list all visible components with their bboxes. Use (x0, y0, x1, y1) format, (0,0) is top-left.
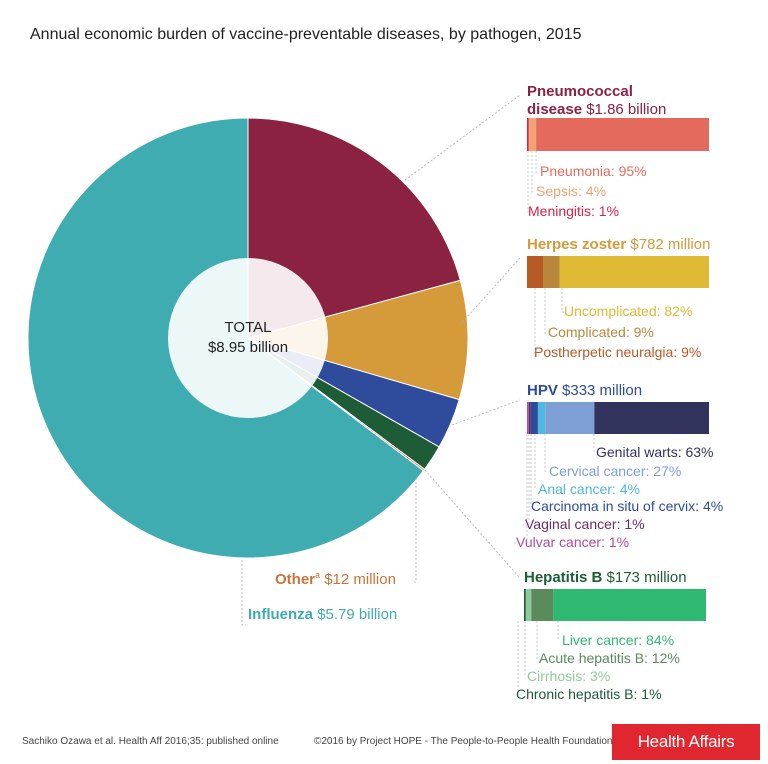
leader-other (412, 478, 417, 583)
block-title-herpes: Herpes zoster $782 million (527, 236, 710, 254)
connector-lines (241, 94, 595, 695)
seg-label-meningitis: Meningitis: 1% (528, 203, 620, 219)
bar-segment-hepb-0 (524, 589, 526, 621)
block-amount-herpes: $782 million (630, 236, 711, 253)
drop-sepsis (531, 151, 534, 193)
bar-segment-hepb-3 (553, 589, 706, 621)
drop-vulvar (514, 434, 528, 544)
block-amount-pneumococcal: $1.86 billion (586, 101, 667, 118)
block-title-pneumococcal: Pneumococcal disease $1.86 billion (527, 83, 666, 119)
bar-segment-hepb-2 (531, 589, 554, 621)
bar-segment-hpv-5 (594, 402, 709, 434)
seg-label-pneumonia: Pneumonia: 95% (540, 163, 647, 179)
block-title-hpv: HPV $333 million (527, 382, 642, 400)
pie-label-influenza: Influenza $5.79 billion (248, 606, 397, 623)
bar-segment-herpes-1 (543, 256, 560, 288)
center-total-line1: TOTAL (224, 319, 272, 336)
bar-segment-hpv-1 (528, 402, 531, 434)
leader-pneumococcal (404, 94, 521, 181)
bar-segment-herpes-2 (559, 256, 709, 288)
seg-label-liver-cancer: Liver cancer: 84% (562, 632, 675, 648)
seg-label-vulvar-cancer: Vulvar cancer: 1% (516, 534, 630, 550)
drop-vaginal (523, 434, 530, 526)
bar-segment-herpes-0 (527, 256, 544, 288)
drop-pneumonia (535, 151, 538, 173)
pie-label-other-footnote: a (315, 570, 321, 580)
block-name-pneumococcal-line2: disease (527, 101, 583, 118)
drop-complicated (544, 288, 547, 334)
leader-influenza (241, 560, 246, 626)
seg-label-chronic-hepb: Chronic hepatitis B: 1% (516, 686, 662, 702)
breakdown-bars (524, 118, 709, 621)
block-name-hpv: HPV (527, 382, 558, 399)
seg-label-genital-warts: Genital warts: 63% (596, 444, 714, 460)
pie-label-other-amount: $12 million (324, 571, 396, 588)
health-affairs-logo: Health Affairs (612, 724, 760, 760)
block-title-hepb: Hepatitis B $173 million (524, 569, 687, 587)
center-total-label: TOTAL $8.95 billion (168, 318, 328, 358)
seg-label-acute-hepb: Acute hepatitis B: 12% (539, 650, 680, 666)
block-name-hepb: Hepatitis B (524, 569, 603, 586)
leader-hpv (451, 399, 521, 426)
block-amount-hepb: $173 million (606, 569, 687, 586)
seg-label-cervical-cancer: Cervical cancer: 27% (549, 463, 682, 479)
drop-postherpetic (532, 288, 536, 354)
chart-title: Annual economic burden of vaccine-preven… (30, 26, 582, 43)
pie-label-other-name: Other (275, 571, 316, 588)
bar-segment-pneumococcal-2 (536, 118, 709, 151)
leader-hepb (424, 469, 521, 579)
bar-segment-hpv-4 (545, 402, 595, 434)
leader-herpes (459, 257, 521, 326)
pie-chart (27, 117, 469, 559)
seg-label-anal-cancer: Anal cancer: 4% (538, 481, 640, 497)
bar-segment-hpv-0 (527, 402, 529, 434)
seg-label-complicated: Complicated: 9% (548, 324, 654, 340)
bar-segment-pneumococcal-0 (527, 118, 529, 151)
seg-label-carcinoma: Carcinoma in situ of cervix: 4% (531, 498, 724, 514)
pie-center-hole (168, 258, 328, 418)
block-amount-hpv: $333 million (562, 382, 643, 399)
block-name-pneumococcal-line1: Pneumococcal (527, 83, 633, 100)
seg-label-uncomplicated: Uncomplicated: 82% (564, 303, 693, 319)
bar-segment-hepb-1 (525, 589, 532, 621)
block-name-herpes: Herpes zoster (527, 236, 627, 253)
footer-citation: Sachiko Ozawa et al. Health Aff 2016;35:… (22, 736, 279, 747)
pie-slice-herpes-zoster (246, 279, 469, 401)
drop-uncomplicated (561, 288, 564, 313)
bar-segment-pneumococcal-1 (528, 118, 537, 151)
seg-label-cirrhosis: Cirrhosis: 3% (527, 668, 611, 684)
bar-segment-hpv-3 (537, 402, 546, 434)
drop-meningitis (527, 151, 530, 213)
pie-label-other: Othera $12 million (275, 570, 396, 588)
pie-label-influenza-name: Influenza (248, 606, 314, 623)
bar-segment-hpv-2 (530, 402, 538, 434)
seg-label-vaginal-cancer: Vaginal cancer: 1% (525, 516, 645, 532)
seg-label-postherpetic: Postherpetic neuralgia: 9% (534, 344, 702, 360)
footer-copyright: ©2016 by Project HOPE - The People-to-Pe… (314, 736, 635, 747)
center-total-line2: $8.95 billion (207, 339, 289, 356)
seg-label-sepsis: Sepsis: 4% (536, 183, 607, 199)
pie-label-influenza-amount: $5.79 billion (317, 606, 398, 623)
